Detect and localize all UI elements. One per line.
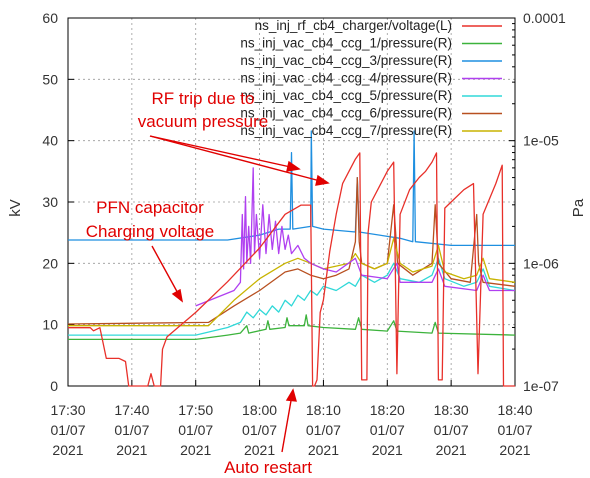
x-tick-label: 01/07: [370, 422, 405, 438]
x-tick-label: 2021: [372, 442, 403, 458]
y-tick-label-left: 10: [42, 317, 58, 333]
arrow-rf-1: [149, 135, 296, 169]
annotation-pfn-line1: PFN capacitor: [96, 198, 204, 217]
y-tick-label-left: 50: [42, 71, 58, 87]
y-tick-label-right: 0.0001: [523, 10, 566, 26]
arrow-auto-restart: [281, 394, 293, 453]
y-tick-label-left: 60: [42, 10, 58, 26]
x-tick-label: 01/07: [114, 422, 149, 438]
series-line-5: [68, 257, 516, 336]
legend-entry: ns_inj_vac_cb4_ccg_5/pressure(R): [240, 88, 452, 103]
x-tick-label: 2021: [180, 442, 211, 458]
x-tick-label: 2021: [116, 442, 147, 458]
x-tick-label: 01/07: [50, 422, 85, 438]
y-axis-title-left: kV: [7, 199, 24, 217]
x-tick-label: 18:40: [497, 402, 532, 418]
y-tick-label-right: 1e-05: [523, 133, 559, 149]
x-tick-label: 01/07: [178, 422, 213, 438]
x-tick-label: 01/07: [306, 422, 341, 438]
series-line-1: [68, 152, 515, 387]
y-tick-label-right: 1e-07: [523, 378, 559, 394]
x-tick-label: 18:20: [370, 402, 405, 418]
x-tick-label: 2021: [499, 442, 530, 458]
x-tick-label: 01/07: [497, 422, 532, 438]
series-line-4: [195, 167, 515, 307]
y-tick-label-left: 30: [42, 194, 58, 210]
arrow-rf-2: [149, 135, 325, 183]
x-tick-label: 2021: [244, 442, 275, 458]
legend-entry: ns_inj_vac_cb4_ccg_6/pressure(R): [240, 106, 452, 121]
arrowhead-auto-restart: [285, 388, 297, 402]
annotation-rf-trip-line2: vacuum pressure: [138, 112, 268, 131]
x-tick-label: 18:30: [434, 402, 469, 418]
y-tick-label-left: 0: [50, 378, 58, 394]
y-tick-label-left: 40: [42, 133, 58, 149]
x-tick-label: 01/07: [434, 422, 469, 438]
annotations: RF trip due to vacuum pressure PFN capac…: [86, 89, 330, 477]
legend-entry: ns_inj_vac_cb4_ccg_7/pressure(R): [240, 123, 452, 138]
series-line-7: [68, 237, 516, 327]
x-tick-label: 17:40: [114, 402, 149, 418]
axis-ticks: 17:30 01/07 2021 17:40 01/07 2021 17:50 01/07 20…: [42, 10, 566, 458]
x-tick-label: 18:00: [242, 402, 277, 418]
x-tick-label: 17:30: [50, 402, 85, 418]
annotation-pfn-line2: Charging voltage: [86, 222, 215, 241]
y-tick-label-left: 20: [42, 255, 58, 271]
annotation-auto-restart: Auto restart: [224, 458, 312, 477]
grid-lines: [68, 18, 515, 386]
annotation-arrows: [149, 135, 330, 453]
legend-entry: ns_inj_vac_cb4_ccg_3/pressure(R): [240, 53, 452, 68]
legend-entry: ns_inj_vac_cb4_ccg_1/pressure(R): [240, 36, 452, 51]
annotation-rf-trip-line1: RF trip due to: [152, 89, 255, 108]
arrowhead-rf-1: [286, 160, 301, 172]
legend-entry: ns_inj_rf_cb4_charger/voltage(L): [255, 18, 452, 33]
legend: ns_inj_rf_cb4_charger/voltage(L) ns_inj_v…: [240, 18, 502, 138]
arrow-pfn: [151, 245, 181, 298]
y-tick-label-right: 1e-06: [523, 255, 559, 271]
arrowhead-pfn: [171, 288, 184, 303]
x-tick-label: 2021: [436, 442, 467, 458]
series-line-3: [68, 130, 515, 247]
x-tick-label: 2021: [308, 442, 339, 458]
y-axis-title-right: Pa: [570, 198, 587, 217]
series-lines: [67, 130, 516, 387]
x-tick-label: 17:50: [178, 402, 213, 418]
x-tick-label: 01/07: [242, 422, 277, 438]
arrowhead-rf-2: [315, 174, 330, 186]
legend-entry: ns_inj_vac_cb4_ccg_4/pressure(R): [240, 71, 452, 86]
x-tick-label: 2021: [52, 442, 83, 458]
x-tick-label: 18:10: [306, 402, 341, 418]
